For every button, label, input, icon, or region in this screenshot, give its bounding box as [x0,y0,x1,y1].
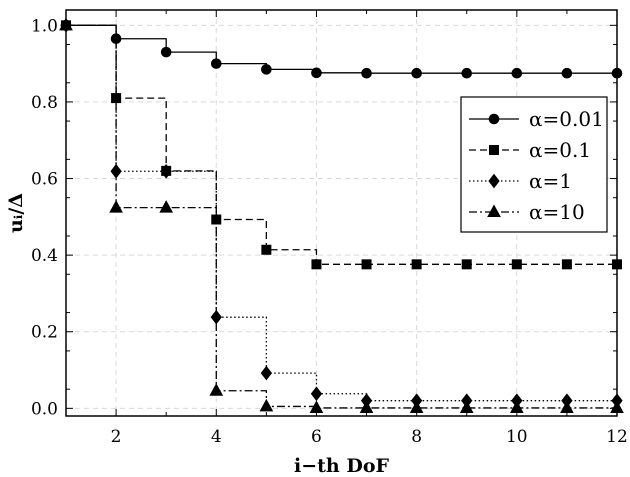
data-point [561,259,572,270]
data-point [359,400,374,413]
data-point [159,200,174,213]
data-point [160,46,172,58]
plot-frame [65,9,618,417]
data-point [259,398,274,412]
data-point [411,67,422,79]
series-line [66,24,617,409]
legend-item: α=0.1 [469,138,591,162]
series-line [66,24,617,402]
x-tick-label: 12 [606,427,628,447]
data-point [561,67,573,79]
y-tick-label: 0.6 [31,170,58,190]
data-point [311,259,322,270]
x-tick-label: 10 [506,427,528,447]
x-tick-label: 8 [411,427,422,447]
data-point [361,259,372,270]
data-point [209,383,224,396]
data-point [511,259,522,270]
legend-marker [488,113,500,125]
legend-marker [488,173,500,189]
y-axis-label: uᵢ/Δ [5,193,27,233]
data-point [461,259,472,270]
x-axis-label: i−th DoF [294,455,389,477]
data-point [109,200,123,213]
data-point [260,365,272,381]
series-group [59,17,624,413]
y-tick-label: 0.2 [31,323,58,343]
legend-marker [487,204,501,217]
legend-label: α=0.01 [529,107,604,131]
legend-label: α=1 [529,169,572,193]
series [60,18,623,408]
data-point [511,67,523,79]
legend-item: α=0.01 [469,107,604,131]
axis-ticks: 2 4 6 8 10 12 0.0 0.2 0.4 0.6 0.8 1.0 [31,10,628,447]
data-point [310,386,323,402]
data-point [210,58,222,69]
y-tick-label: 0.4 [31,246,58,266]
legend-marker [489,145,499,155]
data-point [311,67,322,79]
legend-item: α=10 [469,200,585,224]
legend-label: α=0.1 [529,138,591,162]
y-tick-label: 0.8 [31,93,58,113]
data-point [461,67,473,79]
legend-label: α=10 [529,200,585,224]
data-point [361,67,372,79]
legend: α=0.01 α=0.1 α=1 α=10 [460,96,608,233]
series [59,17,624,413]
series [60,20,623,79]
data-point [560,400,574,413]
data-point [261,64,272,75]
series-line [66,24,617,74]
legend-item: α=1 [469,169,572,193]
data-point [160,163,172,179]
x-tick-label: 2 [111,427,122,447]
y-tick-label: 0.0 [31,399,58,419]
data-point [261,244,272,255]
data-point [459,400,474,413]
x-tick-label: 4 [211,427,222,447]
y-tick-label: 1.0 [31,16,58,36]
x-tick-label: 6 [311,427,322,447]
data-point [411,259,422,270]
